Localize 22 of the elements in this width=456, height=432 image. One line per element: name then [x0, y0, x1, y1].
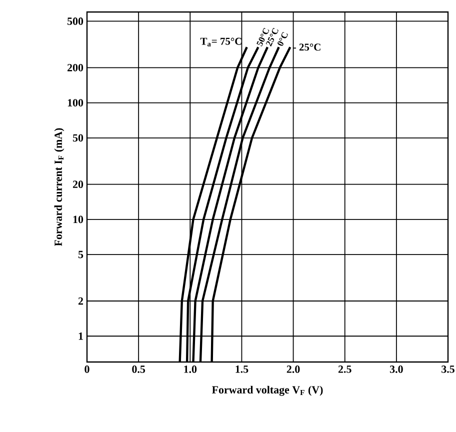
x-tick-label: 0 [84, 366, 90, 373]
y-tick-label: 50 [72, 134, 84, 142]
x-tick-label: 2.5 [338, 366, 352, 373]
y-tick-label: 500 [67, 18, 84, 25]
x-tick-label: 0.5 [132, 366, 146, 373]
y-tick-label: 2 [78, 297, 83, 305]
series-label: T$_{a}$= 75°C [200, 38, 242, 46]
y-tick-label: 100 [68, 99, 84, 106]
y-tick-label: 10 [73, 216, 84, 224]
y-tick-label: 1 [78, 332, 83, 340]
x-tick-label: 3.0 [390, 366, 403, 373]
x-tick-label: 1.0 [184, 366, 197, 373]
series-label: - 25°C [293, 44, 320, 51]
y-tick-label: 20 [72, 180, 84, 188]
x-axis-title: Forward voltage V$_{F}$ (V) [212, 386, 323, 396]
text: 0°C [278, 32, 288, 46]
y-axis-title: Forward current I$_{F}$ (mA) [54, 128, 64, 246]
x-tick-label: 2.0 [286, 366, 300, 373]
x-tick-label: 3.5 [442, 366, 454, 373]
x-tick-label: 1.5 [236, 366, 248, 373]
y-tick-label: 5 [78, 250, 84, 258]
y-tick-label: 200 [67, 64, 84, 72]
